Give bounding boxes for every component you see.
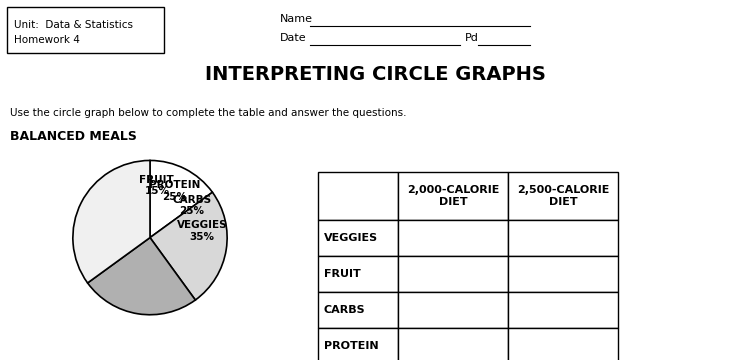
Text: 2,000-CALORIE
DIET: 2,000-CALORIE DIET <box>406 185 500 207</box>
Bar <box>508 172 618 220</box>
Text: FRUIT
15%: FRUIT 15% <box>140 175 174 197</box>
Bar <box>398 256 508 292</box>
Bar <box>398 328 508 360</box>
FancyBboxPatch shape <box>7 7 164 53</box>
Bar <box>398 292 508 328</box>
Text: FRUIT: FRUIT <box>324 269 361 279</box>
Bar <box>398 220 508 256</box>
Text: 2,500-CALORIE
DIET: 2,500-CALORIE DIET <box>517 185 609 207</box>
Text: CARBS: CARBS <box>324 305 366 315</box>
Text: PROTEIN
25%: PROTEIN 25% <box>148 180 200 202</box>
Text: Name: Name <box>280 14 313 24</box>
Bar <box>318 220 398 256</box>
Bar <box>398 172 508 220</box>
Text: VEGGIES: VEGGIES <box>324 233 378 243</box>
Text: INTERPRETING CIRCLE GRAPHS: INTERPRETING CIRCLE GRAPHS <box>205 65 545 84</box>
Text: Pd: Pd <box>465 33 478 43</box>
Bar <box>318 292 398 328</box>
Text: BALANCED MEALS: BALANCED MEALS <box>10 130 136 143</box>
Bar <box>508 256 618 292</box>
Wedge shape <box>150 161 212 238</box>
Bar <box>508 328 618 360</box>
Bar <box>508 220 618 256</box>
Bar <box>318 172 398 220</box>
Text: VEGGIES
35%: VEGGIES 35% <box>177 220 227 242</box>
Bar <box>508 292 618 328</box>
Text: CARBS
25%: CARBS 25% <box>172 195 211 216</box>
Text: PROTEIN: PROTEIN <box>324 341 379 351</box>
Text: Use the circle graph below to complete the table and answer the questions.: Use the circle graph below to complete t… <box>10 108 406 118</box>
Text: Date: Date <box>280 33 307 43</box>
Wedge shape <box>88 238 195 315</box>
Wedge shape <box>73 161 150 283</box>
Text: Homework 4: Homework 4 <box>14 35 80 45</box>
Wedge shape <box>150 192 227 300</box>
Text: Unit:  Data & Statistics: Unit: Data & Statistics <box>14 20 133 30</box>
Bar <box>318 256 398 292</box>
Bar <box>318 328 398 360</box>
